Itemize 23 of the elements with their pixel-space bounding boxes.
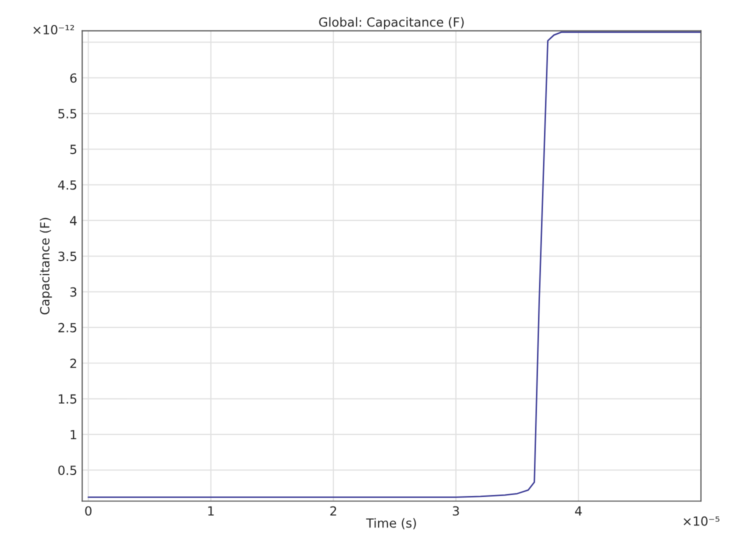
x-tick-label: 4 bbox=[575, 506, 582, 516]
y-tick-label: 1 bbox=[70, 430, 76, 440]
x-tick-label: 2 bbox=[330, 506, 336, 516]
line-series bbox=[88, 32, 701, 498]
y-tick-label: 0.5 bbox=[58, 466, 76, 476]
y-tick-label: 3 bbox=[70, 287, 76, 297]
y-tick-label: 5.5 bbox=[58, 109, 76, 118]
y-tick-label: 5 bbox=[70, 144, 76, 154]
x-tick-label: 3 bbox=[452, 506, 459, 516]
y-tick-label: 2.5 bbox=[58, 322, 76, 332]
y-axis-title: Capacitance (F) bbox=[40, 218, 52, 314]
text: ×10⁻¹² bbox=[33, 24, 74, 34]
y-tick-label: 6 bbox=[70, 73, 77, 83]
y-tick-label: 1.5 bbox=[58, 394, 76, 404]
text: ×10⁻⁵ bbox=[684, 516, 720, 526]
x-tick-label: 0 bbox=[85, 506, 92, 516]
y-tick-label: 3.5 bbox=[58, 252, 76, 262]
y-tick-label: 4 bbox=[70, 216, 77, 226]
y-tick-label: 4.5 bbox=[58, 180, 76, 190]
x-tick-label: 1 bbox=[208, 506, 214, 516]
y-tick-label: 2 bbox=[70, 358, 76, 368]
x-axis-title: Time (s) bbox=[366, 518, 416, 530]
chart-title: Global: Capacitance (F) bbox=[319, 17, 464, 30]
